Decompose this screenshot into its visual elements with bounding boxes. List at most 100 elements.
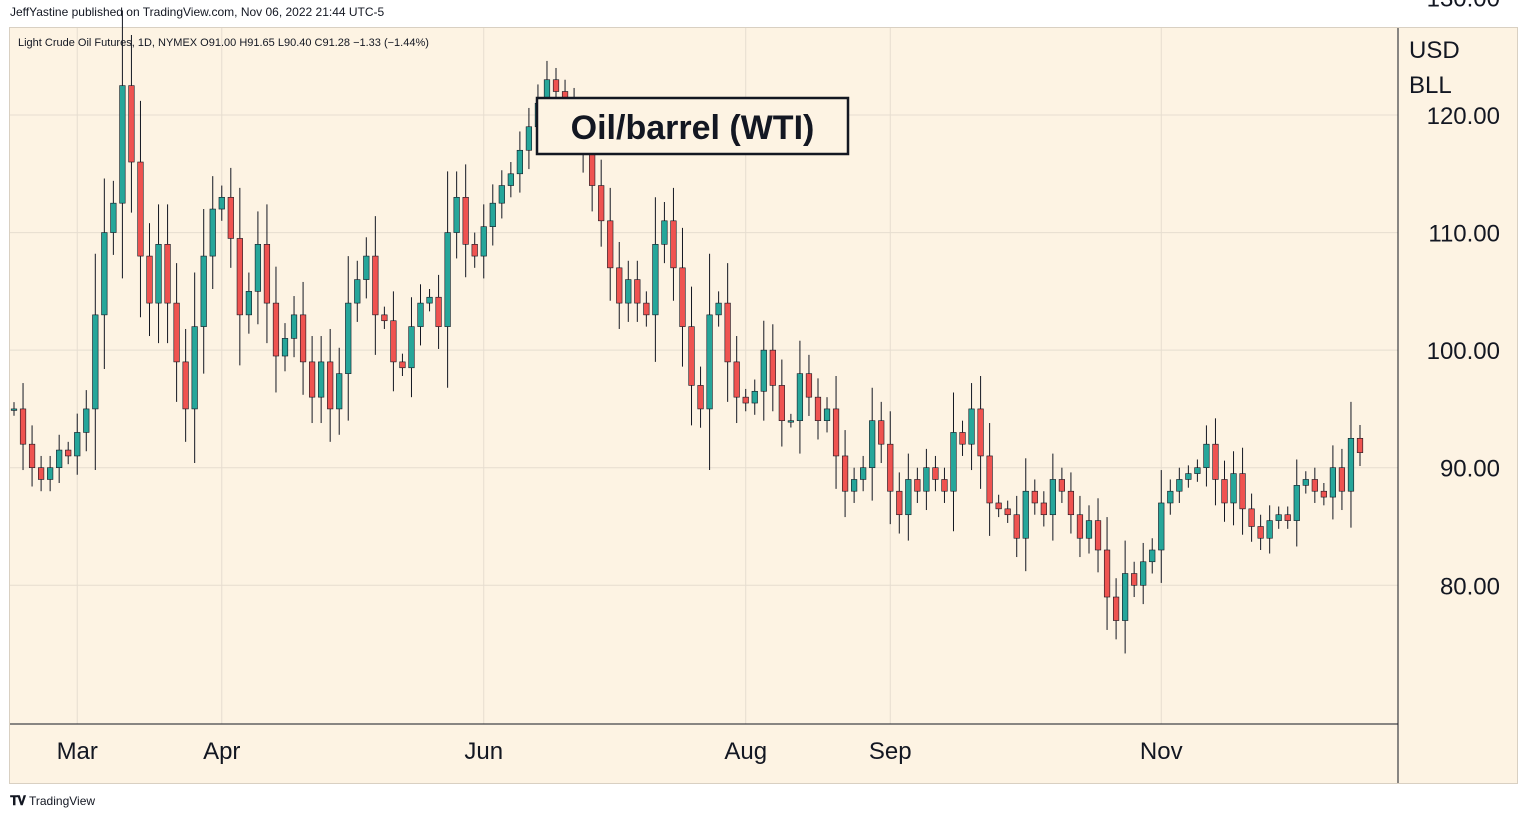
candle-body <box>435 296 442 327</box>
candle-body <box>1122 573 1129 621</box>
candle-body <box>896 490 903 516</box>
candle <box>787 413 794 428</box>
candle <box>950 392 957 532</box>
candle <box>814 378 822 440</box>
candle-body <box>1257 526 1264 539</box>
candle <box>128 35 135 213</box>
candle <box>1122 540 1129 654</box>
candle-body <box>679 267 686 327</box>
candle-body <box>453 196 460 233</box>
axis-label-mask <box>1399 28 1517 98</box>
currency-label-usd: USD <box>1409 37 1460 64</box>
candle-body <box>390 320 397 363</box>
candle-body <box>688 326 695 386</box>
candle-body <box>372 255 379 316</box>
candle-body <box>977 408 984 457</box>
candle <box>1284 506 1291 529</box>
candle <box>860 455 867 492</box>
candle <box>968 383 975 471</box>
candle <box>1266 505 1273 554</box>
candle <box>923 448 930 511</box>
x-tick-label: Aug <box>724 738 767 765</box>
annotation-box[interactable] <box>535 96 850 156</box>
candle-body <box>74 432 81 457</box>
candle <box>724 263 731 402</box>
candle-body <box>83 408 90 433</box>
candle <box>1320 482 1327 506</box>
candle-body <box>643 302 650 316</box>
x-axis-ticks: Mar Apr Jun Aug Sep Nov <box>57 738 1183 765</box>
candle-body <box>860 467 867 480</box>
candle <box>941 467 948 503</box>
candle-body <box>218 196 225 210</box>
candle <box>1131 561 1138 598</box>
candle-body <box>552 79 560 92</box>
candle <box>823 397 831 433</box>
candle <box>110 180 117 255</box>
candle-body <box>146 255 153 304</box>
candle-body <box>823 408 831 421</box>
candle-body <box>1140 561 1147 586</box>
candle-body <box>1221 479 1228 504</box>
candle-body <box>200 255 207 327</box>
candle <box>878 401 885 463</box>
candle <box>191 272 198 463</box>
candle <box>769 324 776 412</box>
candle-body <box>607 220 614 269</box>
candle <box>634 260 641 322</box>
candle-body <box>47 467 54 480</box>
y-tick-label: 130.00 <box>1427 0 1500 12</box>
candle <box>1112 578 1120 640</box>
candle <box>851 467 858 503</box>
candle <box>697 366 704 428</box>
candle <box>74 413 81 475</box>
candle <box>200 209 207 374</box>
candle-body <box>516 149 523 175</box>
candle <box>137 100 144 318</box>
candle <box>92 253 99 471</box>
candle-body <box>290 314 298 339</box>
candle <box>498 170 505 219</box>
candle <box>1311 467 1318 503</box>
grid-lines <box>10 28 1398 724</box>
candle-body <box>227 196 234 239</box>
x-tick-label: Sep <box>869 738 912 765</box>
candle-body <box>625 279 632 304</box>
candle <box>1257 514 1264 550</box>
footer-branding[interactable]: 𝐓𝐕 TradingView <box>10 793 95 809</box>
candle-body <box>742 396 749 404</box>
candle <box>661 202 668 264</box>
candle <box>173 263 180 402</box>
candle <box>905 453 912 541</box>
x-tick-label: Apr <box>203 738 240 765</box>
candle-body <box>399 361 406 369</box>
candle <box>1194 459 1201 482</box>
candle-body <box>92 314 99 410</box>
candle <box>471 232 478 268</box>
candle <box>1248 493 1255 542</box>
candle-body <box>254 244 262 292</box>
candle <box>1076 495 1084 558</box>
candle-body <box>345 302 352 374</box>
candle-body <box>760 349 767 392</box>
candle-body <box>363 255 370 280</box>
candle <box>1275 506 1282 529</box>
candle-body <box>869 420 876 469</box>
candle <box>1176 467 1183 503</box>
candle-body <box>309 361 316 398</box>
candle <box>1239 447 1246 535</box>
candle-body <box>1049 479 1056 516</box>
candle-body <box>1085 520 1093 539</box>
candle <box>182 328 189 442</box>
candle <box>1085 505 1093 554</box>
candle <box>327 328 334 442</box>
candle-body <box>905 479 912 516</box>
candle <box>281 323 289 372</box>
candle-body <box>787 420 794 423</box>
candle-body <box>164 244 171 304</box>
candle-body <box>236 238 243 316</box>
legend-line: Light Crude Oil Futures, 1D, NYMEX O91.0… <box>18 37 429 49</box>
candle-body <box>19 408 27 445</box>
candle <box>733 336 740 424</box>
